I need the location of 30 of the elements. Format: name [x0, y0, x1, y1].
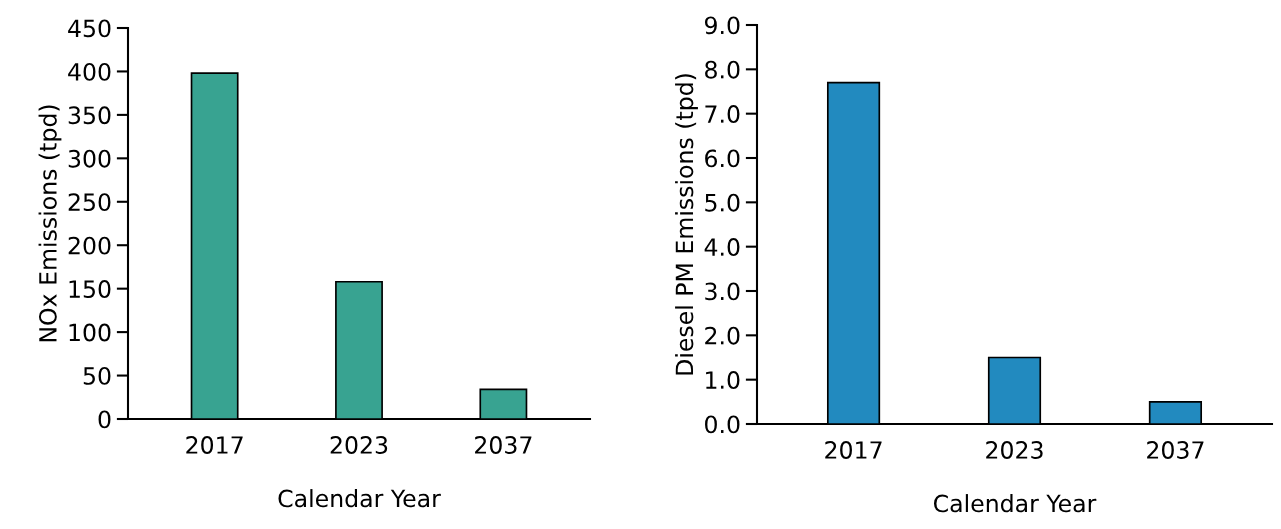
x-tick-label: 2037 — [1147, 441, 1204, 459]
y-axis-title: Diesel PM Emissions (tpd) — [675, 74, 698, 375]
y-tick-label: 9.0 — [704, 16, 740, 35]
x-axis-title: Calendar Year — [278, 489, 441, 508]
y-tick-label: 400 — [68, 62, 111, 81]
y-tick-label: 4.0 — [704, 238, 740, 256]
x-tick-label: 2023 — [330, 436, 388, 454]
y-tick-label: 1.0 — [706, 371, 740, 389]
y-tick-label: 6.0 — [705, 149, 740, 168]
y-tick-label: 8.0 — [705, 60, 740, 79]
y-tick-label: 450 — [68, 19, 111, 38]
y-tick-label: 0 — [98, 410, 111, 429]
y-axis-title: NOx Emissions (tpd) — [38, 105, 62, 342]
y-tick-label: 200 — [68, 236, 111, 255]
y-tick-label: 7.0 — [705, 105, 740, 123]
y-tick-label: 250 — [68, 193, 111, 212]
y-tick-label: 300 — [68, 149, 111, 168]
y-tick-label: 150 — [69, 280, 111, 298]
x-tick-label: 2017 — [825, 441, 882, 459]
x-axis-title: Calendar Year — [933, 494, 1097, 513]
x-tick-label: 2023 — [986, 441, 1043, 459]
y-tick-label: 100 — [69, 323, 111, 342]
y-tick-label: 50 — [83, 367, 111, 385]
y-tick-label: 3.0 — [705, 282, 740, 301]
y-tick-label: 2.0 — [705, 326, 740, 345]
x-tick-label: 2037 — [475, 436, 532, 454]
y-tick-label: 5.0 — [705, 193, 740, 212]
x-tick-label: 2017 — [186, 436, 243, 454]
y-tick-label: 350 — [68, 106, 111, 125]
y-tick-label: 0.0 — [705, 415, 740, 434]
